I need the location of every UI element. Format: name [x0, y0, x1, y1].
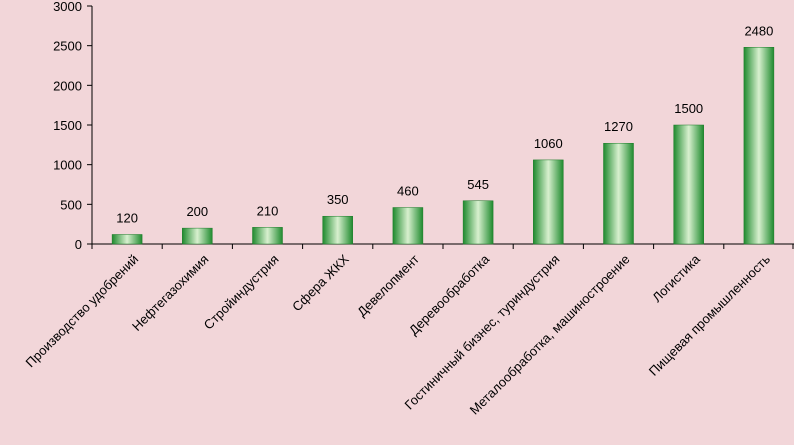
data-label: 120 — [116, 210, 138, 225]
data-label: 2480 — [744, 23, 773, 38]
data-label: 1270 — [604, 119, 633, 134]
bar — [533, 159, 564, 245]
category-label: Сфера ЖКХ — [289, 251, 352, 314]
bar — [743, 47, 775, 245]
bar — [673, 124, 704, 245]
category-label: Стройиндустрия — [201, 252, 282, 333]
data-label: 1500 — [674, 101, 703, 116]
data-label: 545 — [467, 177, 489, 192]
category-label: Производство удобрений — [23, 252, 142, 371]
data-label: 460 — [397, 184, 419, 199]
data-label: 350 — [327, 192, 349, 207]
category-label: Нефтегазохимия — [129, 252, 211, 334]
y-axis: 0 500 1000 1500 2000 2500 3000 — [53, 0, 93, 252]
y-tick-label: 1500 — [53, 118, 82, 133]
data-label: 210 — [257, 203, 279, 218]
y-tick-label: 0 — [75, 237, 82, 252]
x-axis — [91, 243, 794, 249]
data-label: 200 — [186, 204, 208, 219]
bar — [182, 227, 213, 245]
y-tick-label: 2500 — [53, 39, 82, 54]
y-tick-label: 3000 — [53, 0, 82, 14]
category-label: Пищевая промышленность — [646, 251, 773, 378]
category-labels: Производство удобренийНефтегазохимияСтро… — [23, 251, 774, 418]
bar — [462, 200, 494, 245]
bar — [603, 142, 634, 245]
category-label: Гостиничный бизнес, туриндустрия — [401, 252, 562, 413]
y-tick-label: 500 — [60, 197, 82, 212]
bars — [111, 47, 775, 245]
y-tick-label: 1000 — [53, 158, 82, 173]
category-label: Логистика — [649, 251, 703, 305]
category-label: Металообработка, машиностроение — [467, 252, 633, 418]
bar — [392, 207, 424, 245]
bar — [322, 215, 353, 245]
bar — [111, 234, 143, 245]
data-label: 1060 — [534, 136, 563, 151]
category-label: Девелопмент — [354, 251, 422, 319]
y-tick-label: 2000 — [53, 78, 82, 93]
bar — [252, 227, 283, 245]
data-labels: 120 200 210 350 460 545 1060 1270 1500 2480 — [116, 23, 773, 225]
